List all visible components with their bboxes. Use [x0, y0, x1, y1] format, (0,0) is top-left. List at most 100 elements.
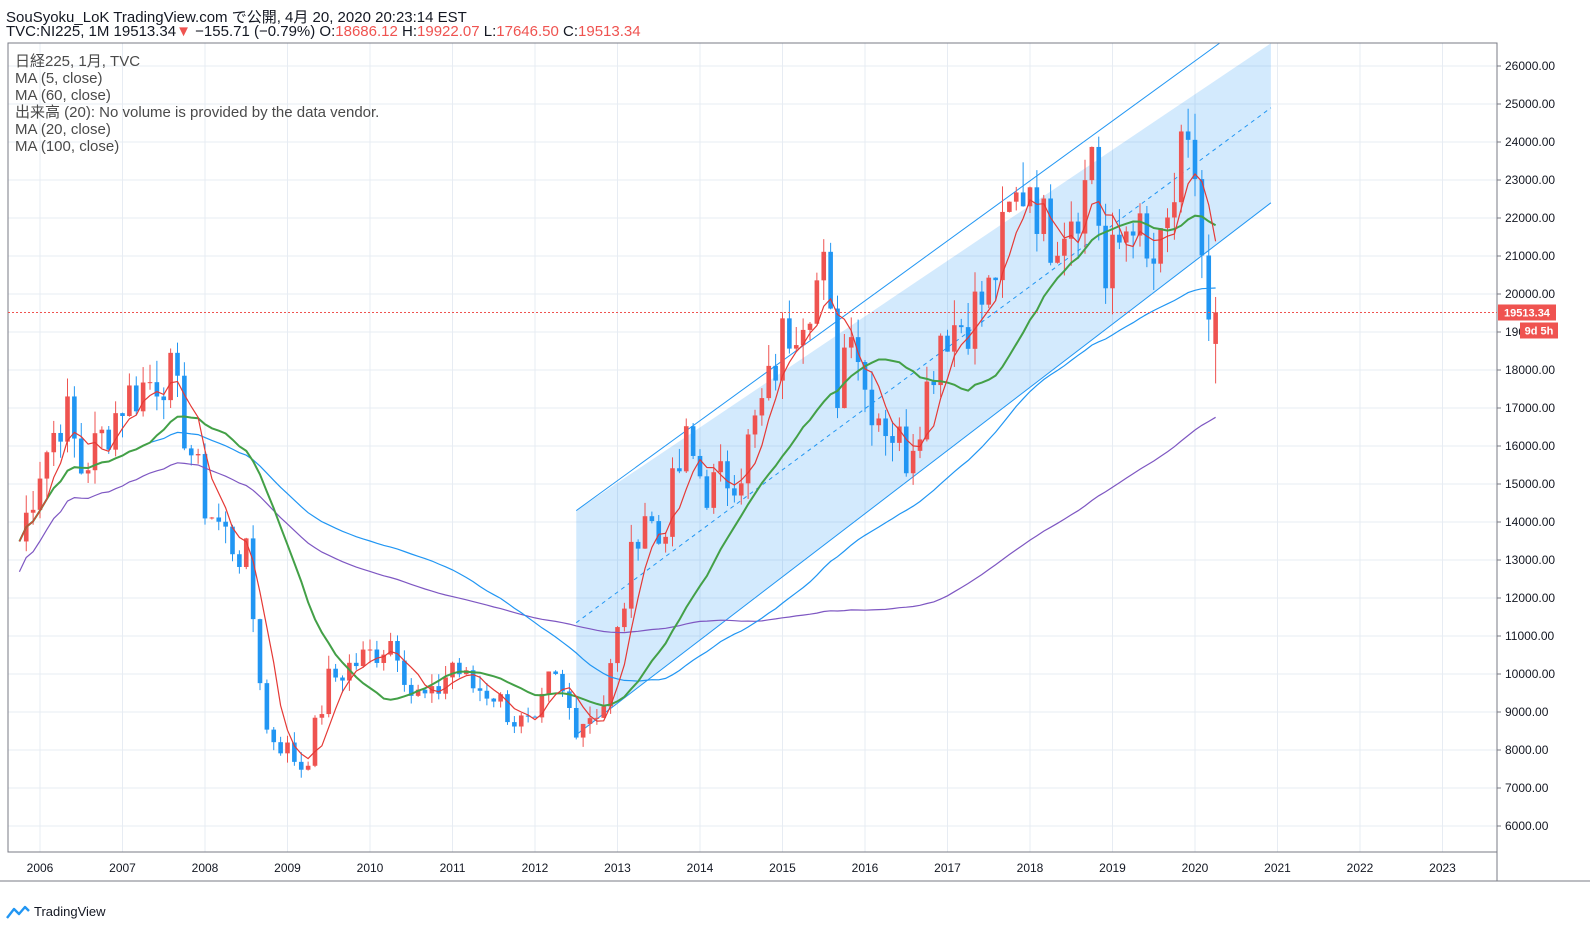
candle-body [512, 722, 517, 727]
candle-body [250, 538, 256, 620]
candle-body [897, 426, 902, 443]
candle-body [1068, 221, 1074, 239]
candle-body [869, 389, 875, 426]
candle-body [677, 468, 682, 472]
candle-body [120, 413, 125, 416]
y-tick-label: 22000.00 [1505, 211, 1555, 225]
candle-body [1165, 217, 1170, 229]
y-tick-label: 26000.00 [1505, 59, 1555, 73]
candle-body [546, 671, 552, 694]
legend-volume[interactable]: 出来高 (20): No volume is provided by the d… [15, 104, 380, 121]
legend-title[interactable]: 日経225, 1月, TVC [15, 53, 141, 70]
indicator-legend: 日経225, 1月, TVC MA (5, close) MA (60, clo… [15, 53, 379, 155]
ma100-line [18, 416, 1216, 634]
candle-body [938, 335, 943, 386]
candle-body [292, 742, 297, 762]
x-tick-label: 2018 [1017, 861, 1044, 875]
candle-body [216, 517, 222, 522]
legend-ma60[interactable]: MA (60, close) [15, 87, 111, 104]
candle-body [787, 318, 792, 349]
candle-body [587, 718, 593, 724]
change-value: −155.71 (−0.79%) [195, 23, 316, 40]
candle-body [154, 382, 160, 397]
x-tick-label: 2007 [109, 861, 136, 875]
candle-body [1027, 187, 1033, 207]
candle-body [30, 509, 36, 513]
candle-body [395, 641, 400, 661]
candle-body [683, 426, 689, 472]
candle-body [209, 517, 215, 519]
candle-body [567, 691, 572, 708]
candle-body [553, 671, 558, 674]
y-tick-label: 13000.00 [1505, 553, 1555, 567]
candle-body [340, 677, 345, 681]
candle-body [436, 686, 442, 694]
candle-body [704, 476, 710, 508]
x-tick-label: 2016 [852, 861, 879, 875]
candle-body [835, 308, 840, 409]
candle-body [1185, 131, 1191, 140]
candle-body [663, 536, 668, 544]
price-tags: 19513.34 9d 5h [8, 304, 1558, 339]
channel-median [575, 107, 1272, 624]
x-tick-label: 2012 [522, 861, 549, 875]
candle-body [202, 454, 208, 519]
candle-body [360, 649, 366, 667]
tradingview-logo-icon [6, 905, 30, 919]
x-tick-label: 2020 [1182, 861, 1209, 875]
candle-body [752, 415, 758, 435]
legend-ma20[interactable]: MA (20, close) [15, 121, 111, 138]
legend-ma5[interactable]: MA (5, close) [15, 70, 103, 87]
y-tick-label: 14000.00 [1505, 515, 1555, 529]
candle-body [931, 381, 937, 386]
brand-footer[interactable]: TradingView [6, 904, 106, 919]
candle-body [766, 365, 772, 399]
candle-body [305, 765, 311, 770]
candle-body [1123, 231, 1129, 243]
x-tick-label: 2015 [769, 861, 796, 875]
x-tick-label: 2009 [274, 861, 301, 875]
high-value: 19922.07 [417, 23, 480, 40]
candle-body [580, 723, 586, 738]
candle-body [862, 362, 868, 390]
candle-body [532, 716, 538, 718]
candle-body [594, 717, 600, 719]
candle-body [271, 729, 277, 743]
candle-body [450, 662, 455, 678]
candle-body [223, 521, 228, 527]
candle-body [732, 488, 737, 496]
candle-body [374, 649, 380, 663]
legend-ma100[interactable]: MA (100, close) [15, 138, 120, 155]
candle-body [573, 707, 579, 738]
candle-body [1130, 231, 1136, 236]
open-value: 18686.12 [335, 23, 398, 40]
candle-body [1020, 192, 1026, 207]
grid [8, 43, 1497, 852]
y-tick-label: 17000.00 [1505, 401, 1555, 415]
low-value: 17646.50 [496, 23, 559, 40]
candle-body [903, 426, 909, 474]
candle-body [257, 619, 263, 684]
candle-body [319, 714, 325, 718]
candle-body [264, 683, 270, 730]
candle-body [628, 541, 634, 609]
candle-body [876, 418, 882, 426]
candle-body [697, 455, 703, 477]
y-tick-label: 7000.00 [1505, 781, 1549, 795]
candle-body [958, 325, 964, 328]
candle-body [161, 396, 167, 401]
y-tick-label: 23000.00 [1505, 173, 1555, 187]
last-value: 19513.34 [113, 23, 177, 40]
y-tick-label: 15000.00 [1505, 477, 1555, 491]
chart-frame [0, 42, 1590, 882]
candle-body [44, 452, 50, 479]
regression-channel [575, 42, 1272, 736]
x-tick-label: 2014 [687, 861, 714, 875]
x-tick-label: 2019 [1099, 861, 1126, 875]
y-tick-label: 9000.00 [1505, 705, 1549, 719]
candle-body [828, 251, 833, 309]
candle-body [195, 454, 201, 456]
candle-body [642, 516, 648, 549]
channel-lower [575, 202, 1272, 736]
